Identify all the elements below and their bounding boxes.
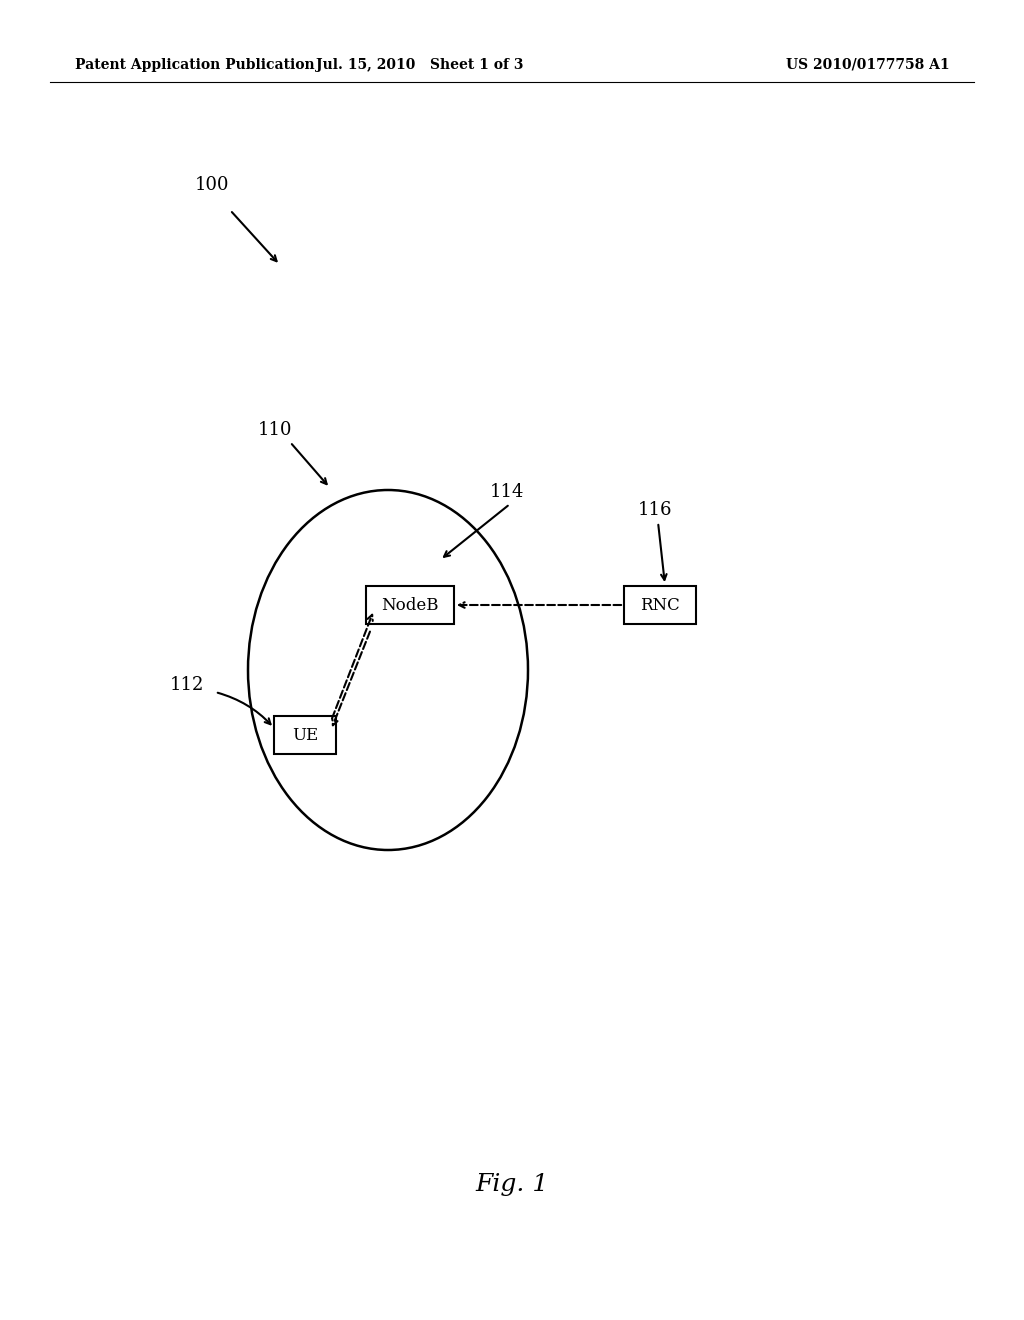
FancyBboxPatch shape (624, 586, 696, 624)
Text: 110: 110 (258, 421, 293, 440)
Text: RNC: RNC (640, 597, 680, 614)
Text: Jul. 15, 2010   Sheet 1 of 3: Jul. 15, 2010 Sheet 1 of 3 (316, 58, 523, 73)
FancyBboxPatch shape (274, 715, 336, 754)
Text: NodeB: NodeB (381, 597, 438, 614)
FancyBboxPatch shape (366, 586, 454, 624)
Text: 114: 114 (490, 483, 524, 502)
Text: US 2010/0177758 A1: US 2010/0177758 A1 (786, 58, 950, 73)
Text: Fig. 1: Fig. 1 (475, 1173, 549, 1196)
Text: 100: 100 (195, 176, 229, 194)
Text: Patent Application Publication: Patent Application Publication (75, 58, 314, 73)
Text: 116: 116 (638, 502, 673, 519)
Text: UE: UE (292, 726, 318, 743)
Text: 112: 112 (170, 676, 205, 694)
